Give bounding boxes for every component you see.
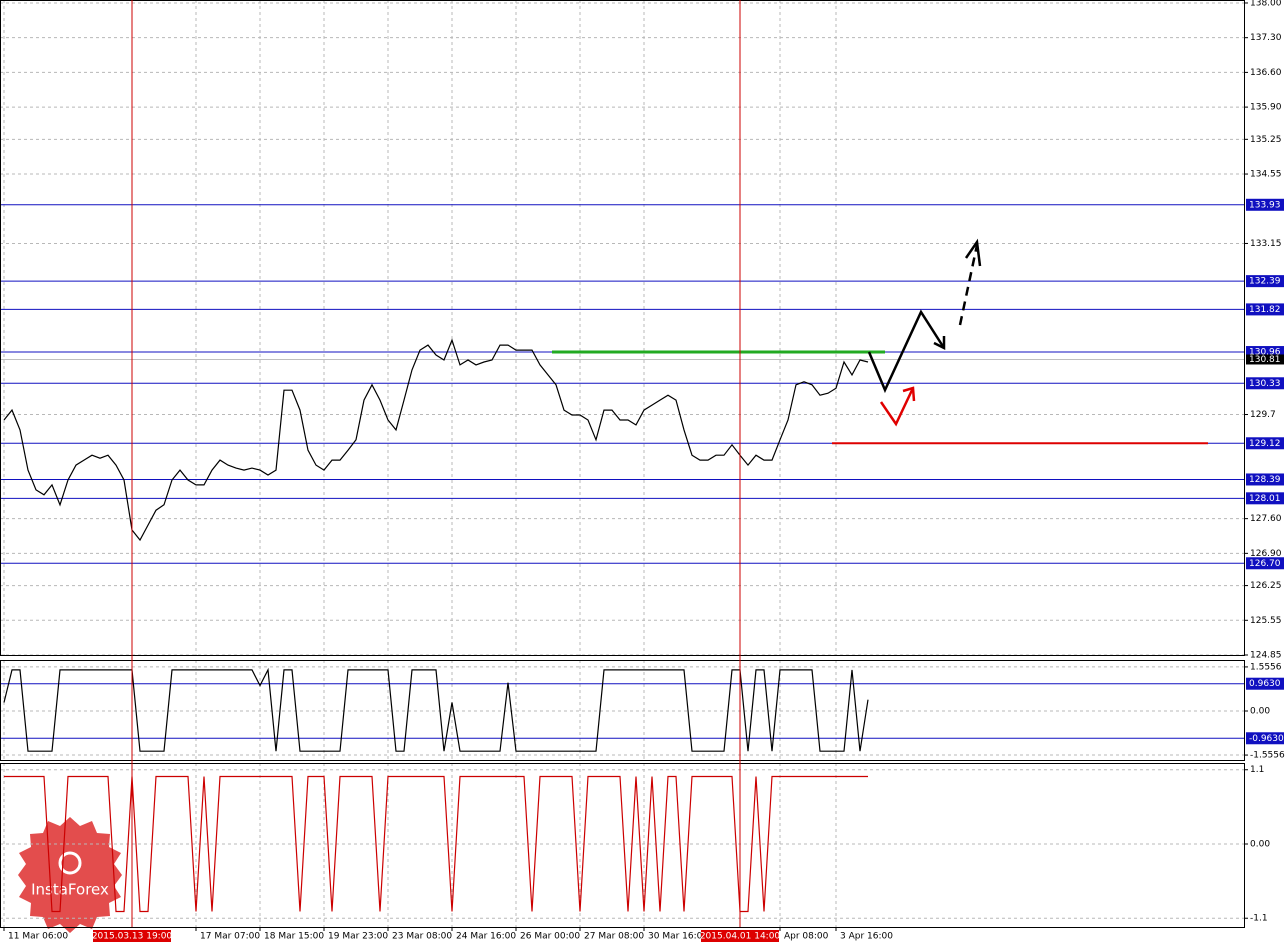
panel-frame xyxy=(0,660,1245,761)
y-tick-label: 1.1 xyxy=(1250,765,1264,775)
logo-text: InstaForex xyxy=(31,881,109,899)
arrow-head xyxy=(902,386,916,402)
y-tick-label: 124.85 xyxy=(1250,651,1282,661)
series-line xyxy=(4,775,868,913)
alt-path xyxy=(879,387,915,427)
y-tick-label: 137.30 xyxy=(1250,33,1282,43)
y-tick-label: 129.7 xyxy=(1250,410,1276,420)
x-tick-label: 19 Mar 23:00 xyxy=(328,932,388,942)
level-label: 132.39 xyxy=(1249,277,1281,287)
time-marker-box xyxy=(93,930,171,942)
y-tick-label: 133.15 xyxy=(1250,239,1282,249)
x-tick-label: 3 Apr 16:00 xyxy=(840,932,893,942)
level-label-box xyxy=(1246,492,1284,505)
y-tick-label: 136.60 xyxy=(1250,68,1282,78)
series-line xyxy=(3,667,869,752)
level-label-box xyxy=(1246,732,1284,745)
time-marker-box xyxy=(701,930,779,942)
y-tick-label: 134.55 xyxy=(1250,170,1282,180)
level-label: 129.12 xyxy=(1249,439,1281,449)
current-price-box xyxy=(1246,354,1284,365)
level-label-box xyxy=(1246,557,1284,570)
y-tick-label: 125.55 xyxy=(1250,616,1282,626)
level-label: -0.9630 xyxy=(1249,734,1284,744)
y-tick-label: -1.1 xyxy=(1250,914,1268,924)
x-tick-label: 27 Mar 08:00 xyxy=(584,932,644,942)
level-label: 126.70 xyxy=(1249,559,1281,569)
level-label: 130.33 xyxy=(1249,379,1281,389)
logo-icon xyxy=(58,851,82,875)
y-tick-label: 135.90 xyxy=(1250,103,1282,113)
level-label-box xyxy=(1246,677,1284,690)
forecast-arrows xyxy=(867,238,982,427)
logo-badge xyxy=(18,817,122,933)
level-label-box xyxy=(1246,437,1284,450)
y-tick-label: 0.00 xyxy=(1250,706,1270,716)
time-marker-label: 2015.04.01 14:00 xyxy=(700,932,781,942)
arrow-head xyxy=(964,238,982,267)
x-tick-label: 11 Mar 06:00 xyxy=(8,932,68,942)
x-tick-label: 23 Mar 08:00 xyxy=(392,932,452,942)
x-tick-label: 17 Mar 07:00 xyxy=(200,932,260,942)
level-label: 0.9630 xyxy=(1249,679,1281,689)
panel-frame xyxy=(0,763,1245,928)
arrow-head xyxy=(933,336,946,351)
watermark-logo: InstaForex xyxy=(18,817,122,933)
level-label: 133.93 xyxy=(1249,200,1281,210)
x-tick-label: 26 Mar 00:00 xyxy=(520,932,580,942)
level-label-box xyxy=(1246,275,1284,288)
y-tick-label: -1.5556 xyxy=(1250,751,1285,761)
level-label: 128.01 xyxy=(1249,494,1281,504)
level-label-box xyxy=(1246,473,1284,486)
time-marker-label: 2015.03.13 19:00 xyxy=(92,932,173,942)
series-line xyxy=(3,338,869,542)
y-tick-label: 135.25 xyxy=(1250,135,1282,145)
x-tick-label: 30 Mar 16:00 xyxy=(648,932,708,942)
panel-frame xyxy=(0,0,1245,656)
level-label-box xyxy=(1246,303,1284,316)
level-label: 131.82 xyxy=(1249,305,1281,315)
x-tick-label: 18 Mar 15:00 xyxy=(264,932,324,942)
current-price-label: 130.81 xyxy=(1249,355,1281,365)
x-tick-label: Apr 08:00 xyxy=(784,932,829,942)
y-tick-label: 138.00 xyxy=(1250,0,1282,8)
y-tick-label: 126.25 xyxy=(1250,581,1282,591)
forecast-path xyxy=(867,309,946,394)
x-tick-label: 24 Mar 16:00 xyxy=(456,932,516,942)
level-label-box xyxy=(1246,198,1284,211)
level-label: 128.39 xyxy=(1249,475,1281,485)
y-tick-label: 1.5556 xyxy=(1250,662,1282,672)
y-tick-label: 126.90 xyxy=(1250,549,1282,559)
forecast-dashed xyxy=(958,244,979,326)
y-tick-label: 127.60 xyxy=(1250,514,1282,524)
level-label-box xyxy=(1246,377,1284,390)
level-label: 130.96 xyxy=(1249,348,1281,358)
y-tick-label: 0.00 xyxy=(1250,839,1270,849)
